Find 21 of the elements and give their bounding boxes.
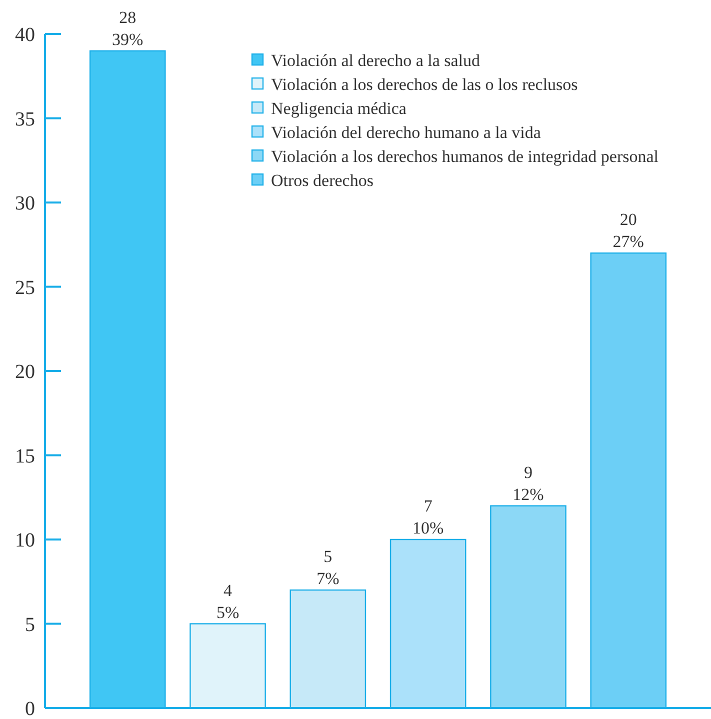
data-label: 7 10% [412,496,444,538]
y-tick-label: 20 [15,361,35,383]
data-label: 9 12% [512,462,544,504]
legend-label: Otros derechos [271,170,374,190]
y-tick-label: 10 [15,530,35,552]
legend-label: Negligencia médica [271,98,407,118]
legend-label: Violación a los derechos humanos de integridad personal [271,146,659,166]
y-tick-label: 30 [15,192,35,214]
y-tick-label: 25 [15,276,35,299]
y-tick-label: 35 [15,108,35,130]
data-label: 20 27% [612,210,644,252]
data-label: 28 39% [112,8,144,49]
legend-label: Violación del derecho humano a la vida [271,122,542,142]
data-label: 5 7% [316,547,340,588]
y-tick-label: 5 [25,614,35,636]
legend-label: Violación a los derechos de las o los reclusos [271,74,578,94]
y-tick-label: 40 [15,24,35,46]
data-label: 4 5% [216,580,240,622]
y-tick-label: 15 [15,445,35,468]
y-tick-label: 0 [25,698,35,719]
legend-label: Violación al derecho a la salud [271,50,481,70]
